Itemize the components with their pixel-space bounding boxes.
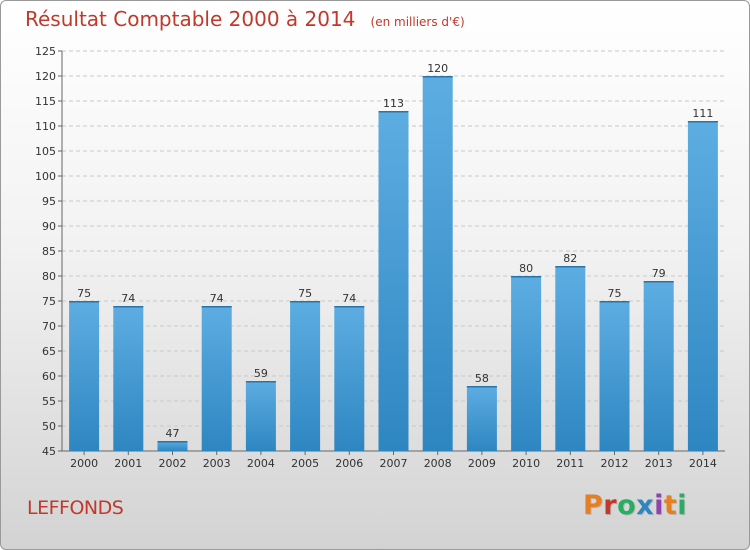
bar-top-edge (378, 111, 409, 113)
logo-letter: P (583, 490, 604, 521)
x-tick-label: 2003 (203, 457, 231, 470)
bar (599, 301, 630, 451)
y-tick-label: 50 (42, 420, 56, 433)
bar (422, 76, 453, 451)
y-tick-label: 100 (35, 170, 56, 183)
y-tick-label: 60 (42, 370, 56, 383)
bar-top-edge (687, 121, 718, 123)
bars (69, 76, 718, 451)
chart-title-block: Résultat Comptable 2000 à 2014 (en milli… (25, 7, 465, 31)
logo-letter: x (636, 490, 655, 521)
y-tick-label: 90 (42, 220, 56, 233)
data-label: 79 (652, 267, 666, 280)
bar-top-edge (643, 281, 674, 283)
data-label: 74 (121, 292, 135, 305)
bar-top-edge (555, 266, 586, 268)
bar-top-edge (511, 276, 542, 278)
x-tick-label: 2005 (291, 457, 319, 470)
bar-top-edge (201, 306, 232, 308)
chart-subtitle: (en milliers d'€) (370, 15, 465, 29)
x-tick-label: 2010 (512, 457, 540, 470)
y-tick-label: 105 (35, 145, 56, 158)
data-label: 120 (427, 62, 448, 75)
bar-top-edge (334, 306, 365, 308)
x-tick-label: 2007 (380, 457, 408, 470)
y-tick-label: 95 (42, 195, 56, 208)
data-label: 75 (608, 287, 622, 300)
axes: 45 50 55 60 65 70 75 80 85 90 95 100 105 110 115 120 125 (35, 45, 725, 458)
chart-title: Résultat Comptable 2000 à 2014 (25, 7, 356, 31)
logo-letter: o (617, 490, 637, 521)
bar-top-edge (69, 301, 100, 303)
bar (687, 121, 718, 451)
data-label: 75 (298, 287, 312, 300)
bar (290, 301, 321, 451)
logo-letter: i (654, 490, 664, 521)
bar-top-edge (157, 441, 188, 443)
y-tick-label: 75 (42, 295, 56, 308)
bar (378, 111, 409, 451)
proxiti-logo[interactable]: Proxiti (583, 490, 687, 521)
data-label: 59 (254, 367, 268, 380)
y-tick-label: 85 (42, 245, 56, 258)
x-tick-label: 2012 (601, 457, 629, 470)
x-tick-label: 2008 (424, 457, 452, 470)
bar-top-edge (290, 301, 321, 303)
x-tick-label: 2011 (556, 457, 584, 470)
data-label: 75 (77, 287, 91, 300)
logo-letter: r (603, 490, 618, 521)
x-tick-label: 2000 (70, 457, 98, 470)
labels: 75 2000 74 2001 47 2002 74 2003 59 2004 75 2005 74 20… (70, 62, 717, 470)
y-tick-label: 65 (42, 345, 56, 358)
bar (643, 281, 674, 451)
bar-top-edge (113, 306, 144, 308)
y-tick-label: 70 (42, 320, 56, 333)
bar-top-edge (599, 301, 630, 303)
data-label: 80 (519, 262, 533, 275)
bar (113, 306, 144, 451)
bar (69, 301, 100, 451)
bar (511, 276, 542, 451)
x-tick-label: 2013 (645, 457, 673, 470)
data-label: 74 (342, 292, 356, 305)
data-label: 74 (210, 292, 224, 305)
x-tick-label: 2004 (247, 457, 275, 470)
bar (245, 381, 276, 451)
x-tick-label: 2002 (159, 457, 187, 470)
bar-top-edge (466, 386, 497, 388)
bar (201, 306, 232, 451)
x-tick-label: 2006 (335, 457, 363, 470)
data-label: 111 (692, 107, 713, 120)
commune-name: LEFFONDS (27, 497, 124, 519)
x-tick-label: 2009 (468, 457, 496, 470)
logo-letter: i (677, 490, 688, 521)
bar (157, 441, 188, 451)
bar-top-edge (422, 76, 453, 78)
data-label: 58 (475, 372, 489, 385)
data-label: 47 (166, 427, 180, 440)
bar-top-edge (245, 381, 276, 383)
bar (555, 266, 586, 451)
y-tick-label: 120 (35, 70, 56, 83)
y-tick-label: 55 (42, 395, 56, 408)
bar (466, 386, 497, 451)
data-label: 113 (383, 97, 404, 110)
y-tick-label: 80 (42, 270, 56, 283)
logo-letter: t (663, 490, 678, 521)
y-tick-label: 115 (35, 95, 56, 108)
y-tick-label: 110 (35, 120, 56, 133)
bar (334, 306, 365, 451)
x-tick-label: 2001 (114, 457, 142, 470)
data-label: 82 (563, 252, 577, 265)
x-tick-label: 2014 (689, 457, 717, 470)
y-tick-label: 125 (35, 45, 56, 58)
y-tick-label: 45 (42, 445, 56, 458)
